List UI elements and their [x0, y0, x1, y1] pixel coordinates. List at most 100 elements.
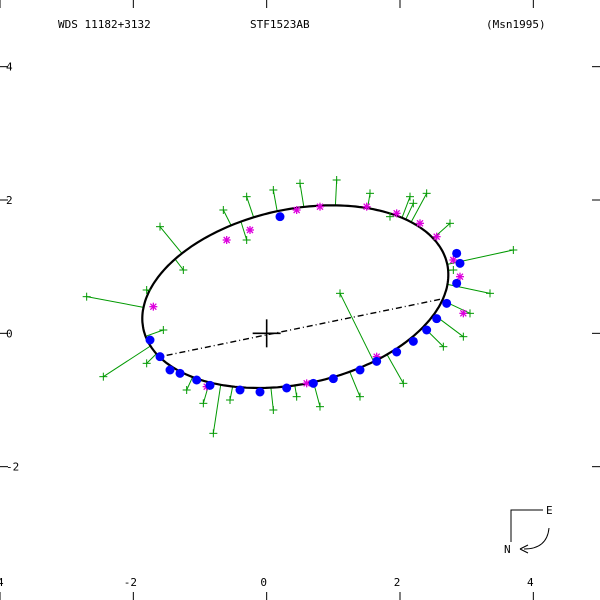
compass-arrowhead-icon [519, 544, 529, 554]
observation-asterisk-mark [456, 272, 464, 281]
observation-plus-mark [209, 429, 218, 438]
observation-circle-mark [408, 336, 418, 346]
residual-line [246, 196, 255, 218]
observation-plus-mark [366, 189, 374, 198]
observation-plus-mark [219, 206, 228, 214]
compass-east-label: E [546, 504, 553, 517]
compass-north-label: N [504, 543, 511, 556]
observation-plus-mark [242, 192, 251, 201]
header: WDS 11182+3132 STF1523AB (Msn1995) [58, 18, 546, 31]
observation-circle-mark [175, 368, 185, 378]
observation-circle-mark [192, 375, 202, 385]
residual-line [86, 296, 144, 308]
observation-plus-mark [292, 392, 301, 401]
observation-plus-mark [82, 292, 91, 301]
observation-circle-mark [282, 383, 292, 393]
observation-plus-mark [269, 406, 278, 414]
observation-circle-mark [205, 380, 215, 390]
observation-plus-mark [182, 386, 191, 394]
residual-line [339, 293, 375, 362]
observation-plus-mark [409, 199, 418, 208]
residual-line [272, 189, 278, 212]
x-tick-label: -2 [124, 576, 137, 589]
compass-arrow [523, 527, 550, 550]
observation-circle-mark [308, 378, 318, 388]
observation-asterisk-mark [449, 256, 458, 264]
primary-star-cross [252, 319, 281, 348]
observation-circle-mark [452, 278, 462, 288]
chart-title: STF1523AB [250, 18, 310, 31]
observation-plus-mark [156, 222, 164, 231]
observation-plus-mark [332, 176, 341, 184]
observation-asterisk-mark [246, 226, 254, 234]
observation-circle-mark [275, 212, 285, 222]
observation-circle-mark [165, 365, 175, 375]
observation-asterisk-mark [362, 202, 371, 211]
observation-asterisk-mark [316, 202, 324, 211]
observation-circle-mark [328, 374, 338, 384]
observation-circle-mark [372, 356, 382, 366]
observation-plus-mark [446, 219, 454, 228]
observation-plus-mark [449, 266, 458, 274]
observation-plus-mark [439, 342, 448, 351]
residual-line [349, 371, 361, 397]
residual-line [401, 196, 411, 218]
observation-circle-mark [145, 335, 155, 345]
residual-line [410, 193, 428, 223]
observation-asterisk-mark [149, 302, 158, 311]
observation-circle-mark [422, 325, 432, 335]
residual-line [145, 329, 164, 337]
residual-line [212, 384, 222, 434]
residual-line [222, 209, 232, 226]
observation-plus-mark [159, 326, 168, 334]
observation-plus-mark [422, 189, 431, 198]
observation-circle-mark [255, 387, 265, 397]
observation-plus-mark [336, 289, 344, 298]
residual-line [174, 258, 184, 271]
residual-line [146, 353, 157, 364]
observation-plus-mark [199, 399, 208, 408]
observation-circle-mark [235, 385, 245, 395]
y-tick-label: 4 [6, 61, 13, 74]
observation-plus-mark [142, 359, 151, 368]
observation-asterisk-mark [416, 219, 424, 228]
observation-plus-mark [226, 396, 234, 404]
observation-circle-mark [442, 298, 452, 308]
observation-circle-mark [155, 352, 165, 362]
observation-plus-mark [242, 236, 251, 244]
observation-plus-mark [316, 402, 324, 411]
observation-plus-mark [269, 186, 278, 194]
observation-plus-mark [486, 289, 494, 298]
line-of-nodes [166, 297, 444, 357]
observation-asterisk-mark [459, 309, 468, 318]
observation-plus-mark [459, 332, 468, 341]
reference-label: (Msn1995) [486, 18, 546, 31]
observation-plus-mark [509, 246, 518, 254]
orbit-path [141, 204, 450, 390]
compass: E N [504, 504, 553, 556]
observation-plus-mark [356, 392, 364, 401]
observation-plus-mark [179, 266, 188, 274]
residual-line [159, 226, 183, 254]
observation-circle-mark [452, 248, 462, 258]
y-tick-label: 0 [6, 327, 13, 340]
observation-circle-mark [432, 314, 442, 324]
observation-asterisk-mark [292, 206, 301, 214]
observation-circle-mark [355, 365, 365, 375]
residual-line [405, 203, 414, 220]
observation-plus-mark [399, 379, 408, 388]
observation-plus-mark [406, 192, 414, 201]
observation-circle-mark [392, 347, 402, 357]
x-tick-label: 4 [527, 576, 534, 589]
y-tick-label: -2 [6, 461, 19, 474]
residual-line [186, 376, 194, 391]
observation-plus-mark [296, 179, 304, 188]
x-tick-label: 2 [394, 576, 401, 589]
residual-line [299, 183, 305, 208]
wds-id-label: WDS 11182+3132 [58, 18, 151, 31]
residual-line [386, 354, 404, 384]
observation-plus-mark [142, 286, 151, 294]
observation-asterisk-mark [392, 209, 401, 218]
observation-asterisk-mark [432, 232, 441, 241]
